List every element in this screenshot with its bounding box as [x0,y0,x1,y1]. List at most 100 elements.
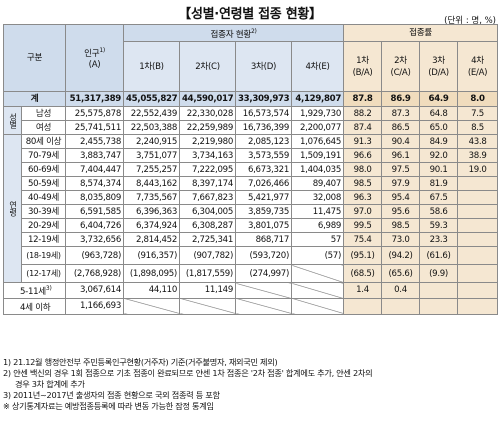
cell-pop: 3,732,656 [65,232,124,247]
cell-r3: 64.8 [419,106,459,121]
cell-r2: 86.9 [381,91,421,107]
table-row: 40-49세 8,035,809 7,735,567 7,667,823 5,421,9… [4,190,499,205]
table-row: 70-79세 3,883,747 3,751,077 3,734,163 3,573,5… [4,148,499,163]
table-row: 성별 남성 25,575,878 22,552,439 22,330,028 16,573… [3,106,499,135]
cell-r1: (95.1) [343,246,383,265]
table-row-sub: (18-19세) (963,728) (916,357) (907,782) (593,… [4,246,499,265]
cell-r4 [457,297,499,315]
cell-d1: 7,735,567 [123,190,180,205]
cell-d3: 3,801,075 [235,218,292,233]
cell-r1: 1.4 [343,282,383,299]
cell-r2: 95.4 [381,190,421,205]
footnote: 3) 2011년~2017년 출생자의 접종 현황으로 국외 접종력 등 포함 [3,390,220,400]
cell-d2: 3,734,163 [179,148,236,163]
table-row-sub: (12-17세) (2,768,928) (1,898,095) (1,817,559… [4,264,499,283]
cell-r1: 97.0 [343,204,383,219]
cell-d3: 16,573,574 [235,106,292,121]
cell-d4: 1,509,191 [290,148,345,163]
cell-r2: 86.5 [381,120,421,135]
row-label: 여성 [21,120,66,135]
header-population-sup: 1) [99,46,105,54]
cell-d2: 44,590,017 [179,91,236,107]
table-row: 20-29세 6,404,726 6,374,924 6,308,287 3,801,0… [4,218,499,233]
header-rate-top: 3차 [432,55,445,66]
row-label: 80세 이상 [21,134,66,149]
cell-r1 [343,297,383,315]
cell-d2: 7,667,823 [179,190,236,205]
cell-d2: 22,259,989 [179,120,236,135]
cell-pop: 51,317,389 [65,91,124,107]
cell-r3 [419,297,459,315]
header-rate-group: 접종률 [343,23,499,43]
cell-d2: 6,308,287 [179,218,236,233]
header-rate-top: 1차 [356,55,369,66]
cell-pop: 3,883,747 [65,148,124,163]
group-age: 연령 [3,134,22,283]
cell-d4: 1,404,035 [290,162,345,177]
cell-r4 [457,246,499,265]
cell-r2: 98.5 [381,218,421,233]
cell-d1: 6,374,924 [123,218,180,233]
cell-r3: 67.5 [419,190,459,205]
cell-d4: 32,008 [290,190,345,205]
unit-label: (단위 : 명, %) [444,16,496,26]
cell-r2: (65.6) [381,264,421,283]
footnote: 2) 얀센 백신의 경우 1회 접종으로 기초 접종이 완료되므로 얀센 1차 … [3,368,373,378]
header-rate-top: 4차 [471,55,484,66]
header-dose-3: 3차(D) [235,41,292,92]
cell-d4: (57) [290,246,345,265]
row-label: (12-17세) [21,264,66,283]
cell-d2: 2,219,980 [179,134,236,149]
cell-r1: 87.8 [343,91,383,107]
cell-d4: 89,407 [290,176,345,191]
footnotes: 1) 21.12월 행정안전부 주민등록인구현황(거주자) 기준(거주불명자, … [3,357,497,412]
cell-r2: 97.5 [381,162,421,177]
cell-d4: 11,475 [290,204,345,219]
header-rate-top: 2차 [394,55,407,66]
header-rate-bot: (D/A) [428,67,449,78]
header-dose-4: 4차(E) [290,41,345,92]
cell-pop: 7,404,447 [65,162,124,177]
table-row-total: 계 51,317,389 45,055,827 44,590,017 33,309,97… [3,91,499,107]
footnote: ※ 상기통계자료는 예방접종등록에 따라 변동 가능한 잠정 통계임 [3,401,214,411]
cell-pop: 25,741,511 [65,120,124,135]
cell-r1: 96.6 [343,148,383,163]
cell-d1: (916,357) [123,246,180,265]
header-rate-1: 1차 (B/A) [343,41,383,92]
cell-r3: 90.1 [419,162,459,177]
cell-d3: (593,720) [235,246,292,265]
cell-pop: 25,575,878 [65,106,124,121]
cell-d4: 1,076,645 [290,134,345,149]
cell-pop: (2,768,928) [65,264,124,283]
cell-d3: 868,717 [235,232,292,247]
cell-d3: 7,026,466 [235,176,292,191]
header-vaccinated-label: 접종자 현황 [210,29,252,40]
cell-pop: 2,455,738 [65,134,124,149]
header-category: 구분 [3,24,66,92]
row-label-text: 5-11세 [20,286,46,297]
cell-r2: 73.0 [381,232,421,247]
cell-r1: 87.4 [343,120,383,135]
table-row: 12-19세 3,732,656 2,814,452 2,725,341 868,717… [4,232,499,247]
cell-r3: 58.6 [419,204,459,219]
cell-pop: 8,574,374 [65,176,124,191]
table-row: 4세 이하 1,166,693 [3,297,499,315]
row-label: 30-39세 [21,204,66,219]
document-title: 【성별·연령별 접종 현황】 [178,7,322,22]
cell-d4: 1,929,730 [290,106,345,121]
table-row: 30-39세 6,591,585 6,396,363 6,304,005 3,859,7… [4,204,499,219]
table-row: 여성 25,741,511 22,503,388 22,259,989 16,736,3… [4,120,499,135]
cell-d4 [290,297,345,315]
cell-d1: 2,814,452 [123,232,180,247]
cell-pop: (963,728) [65,246,124,265]
cell-r3: 81.9 [419,176,459,191]
row-label: 4세 이하 [3,297,66,315]
cell-r2: 96.1 [381,148,421,163]
cell-pop: 8,035,809 [65,190,124,205]
cell-d2 [179,297,236,315]
row-label-sup: 3) [45,285,52,292]
cell-r3: 64.9 [419,91,459,107]
cell-d3: 5,421,977 [235,190,292,205]
cell-d1 [123,297,180,315]
cell-pop: 6,404,726 [65,218,124,233]
